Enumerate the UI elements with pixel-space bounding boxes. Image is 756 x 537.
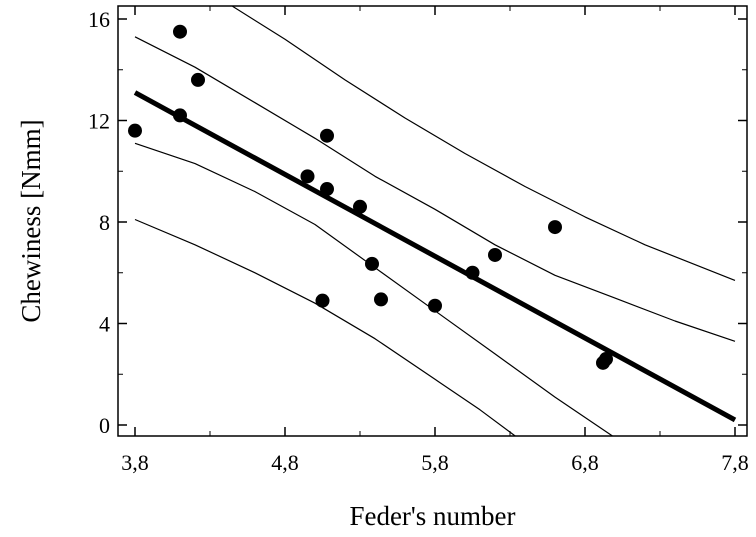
- y-tick-label: 16: [88, 7, 110, 32]
- y-tick-label: 12: [88, 109, 110, 134]
- x-tick-label: 6,8: [571, 450, 599, 475]
- confidence-band-lower: [135, 143, 615, 437]
- data-point: [173, 108, 187, 122]
- data-point: [191, 73, 205, 87]
- data-point: [428, 299, 442, 313]
- x-tick-label: 3,8: [121, 450, 149, 475]
- data-point: [374, 292, 388, 306]
- data-point: [599, 352, 613, 366]
- data-point: [320, 182, 334, 196]
- x-tick-label: 7,8: [721, 450, 749, 475]
- data-point: [548, 220, 562, 234]
- data-point: [353, 200, 367, 214]
- data-point: [173, 25, 187, 39]
- y-tick-label: 0: [99, 413, 110, 438]
- x-tick-label: 5,8: [421, 450, 449, 475]
- y-axis-title: Chewiness [Nmm]: [16, 119, 46, 322]
- data-point: [466, 266, 480, 280]
- y-tick-label: 8: [99, 210, 110, 235]
- data-point: [316, 294, 330, 308]
- y-tick-label: 4: [99, 312, 110, 337]
- confidence-band-upper: [135, 37, 735, 342]
- regression-line-group: [135, 93, 735, 420]
- regression-line: [135, 93, 735, 420]
- x-tick-label: 4,8: [271, 450, 299, 475]
- data-point: [128, 124, 142, 138]
- x-axis-ticks: 3,8 4,8 5,8 6,8 7,8: [121, 6, 749, 475]
- data-point: [301, 169, 315, 183]
- data-point: [320, 129, 334, 143]
- x-axis-title: Feder's number: [349, 501, 515, 531]
- data-points: [128, 25, 613, 370]
- data-point: [365, 257, 379, 271]
- data-point: [488, 248, 502, 262]
- plot-frame: [118, 6, 747, 436]
- prediction-band-upper: [233, 6, 736, 280]
